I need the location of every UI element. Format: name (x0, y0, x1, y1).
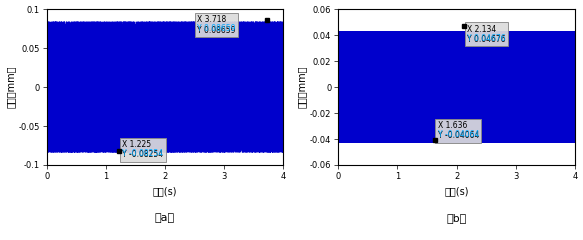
Text: Y -0.08254: Y -0.08254 (122, 149, 163, 158)
Text: X 2.134
Y 0.04676: X 2.134 Y 0.04676 (467, 25, 506, 44)
Title: （a）: （a） (155, 213, 175, 223)
Title: （b）: （b） (447, 213, 466, 223)
Y-axis label: 幅值（mm）: 幅值（mm） (297, 66, 307, 108)
Text: Y 0.08659: Y 0.08659 (198, 24, 236, 33)
Text: X 1.636
Y -0.04064: X 1.636 Y -0.04064 (438, 121, 479, 140)
Text: Y -0.04064: Y -0.04064 (438, 130, 479, 139)
X-axis label: 时间(s): 时间(s) (153, 186, 177, 197)
Text: X 3.718
Y 0.08659: X 3.718 Y 0.08659 (198, 15, 236, 35)
Text: Y 0.04676: Y 0.04676 (467, 34, 506, 43)
X-axis label: 时间(s): 时间(s) (444, 186, 469, 197)
Text: X 1.225
Y -0.08254: X 1.225 Y -0.08254 (122, 140, 163, 159)
Y-axis label: 幅值（mm）: 幅值（mm） (6, 66, 16, 108)
